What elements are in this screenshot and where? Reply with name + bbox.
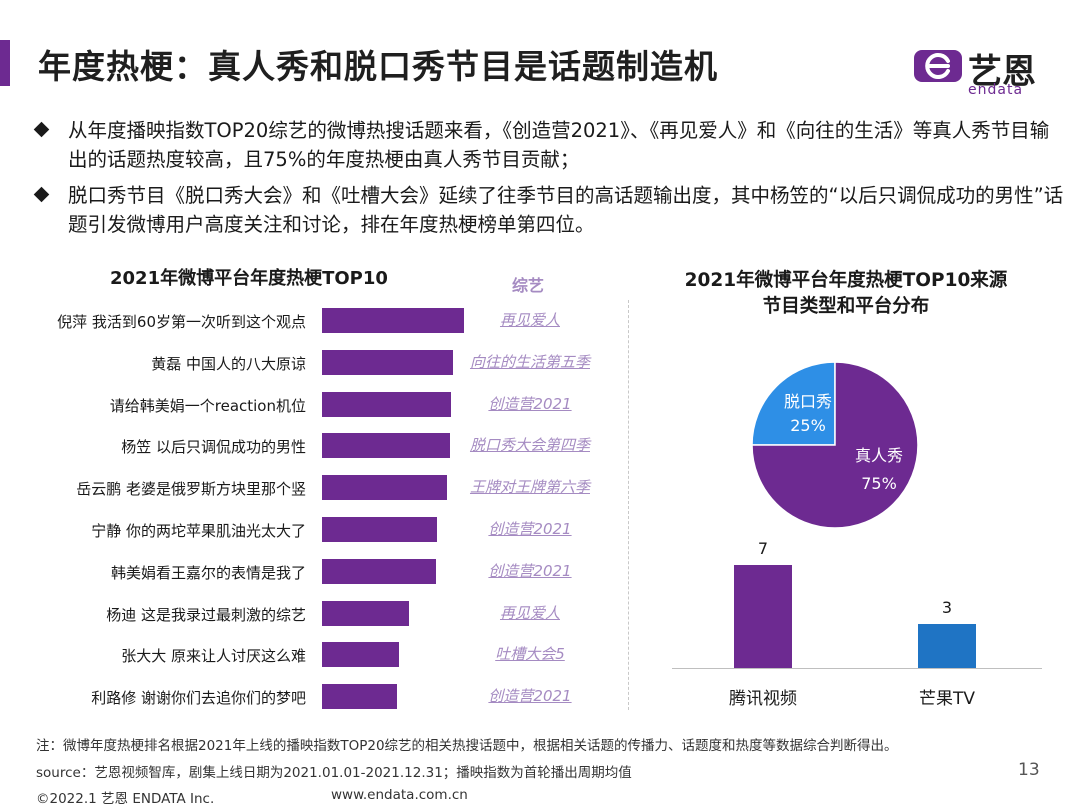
bar — [322, 433, 450, 459]
pie-slice — [751, 361, 836, 446]
show-link[interactable]: 创造营2021 — [488, 687, 572, 706]
diamond-bullet-icon — [33, 121, 50, 138]
show-link[interactable]: 再见爱人 — [499, 311, 560, 329]
title-accent-bar — [0, 40, 10, 86]
bar-label: 黄磊 中国人的八大原谅 — [151, 354, 306, 373]
show-column-header: 综艺 — [512, 276, 545, 295]
footnote: 注：微博年度热梗排名根据2021年上线的播映指数TOP20综艺的相关热搜话题中，… — [36, 738, 898, 754]
page-title: 年度热梗：真人秀和脱口秀节目是话题制造机 — [38, 47, 718, 86]
show-link[interactable]: 王牌对王牌第六季 — [469, 478, 590, 497]
bullet-text: 脱口秀节目《脱口秀大会》和《吐槽大会》延续了往季节目的高话题输出度，其中杨笠的“… — [68, 184, 1064, 236]
pie-label-talkshow: 脱口秀 25% — [780, 388, 836, 435]
show-link[interactable]: 创造营2021 — [488, 394, 572, 413]
pie-chart — [751, 361, 919, 529]
right-chart-title: 2021年微博平台年度热梗TOP10来源 节目类型和平台分布 — [660, 268, 1032, 320]
pie-label-realityshow: 真人秀 75% — [848, 442, 910, 493]
bar-label: 杨笠 以后只调侃成功的男性 — [121, 438, 306, 457]
right-chart-title-line-1: 2021年微博平台年度热梗TOP10来源 — [684, 270, 1008, 291]
bar — [322, 475, 447, 501]
bar — [322, 684, 398, 710]
pie-label-name: 脱口秀 — [783, 392, 832, 411]
show-link[interactable]: 再见爱人 — [499, 603, 560, 622]
bar-label: 宁静 你的两坨苹果肌油光太大了 — [91, 522, 306, 540]
bar-label: 岳云鹏 老婆是俄罗斯方块里那个竖 — [76, 480, 306, 499]
bar-label: 利路修 谢谢你们去追你们的梦吧 — [91, 689, 306, 708]
website-url: www.endata.com.cn — [331, 787, 468, 803]
show-link[interactable]: 向往的生活第五季 — [469, 352, 590, 371]
source-note: source：艺恩视频智库，剧集上线日期为2021.01.01-2021.12.… — [36, 765, 632, 781]
x-axis-line — [672, 668, 1042, 669]
platform-bar — [734, 565, 792, 668]
right-chart-title-line-2: 节目类型和平台分布 — [762, 296, 930, 317]
pie-slice — [751, 361, 919, 529]
bar — [322, 600, 409, 626]
show-link[interactable]: 创造营2021 — [488, 561, 572, 580]
endata-logo: 艺恩 endata — [914, 44, 1044, 98]
bar-value-label: 7 — [757, 539, 769, 558]
pie-label-value: 75% — [861, 474, 897, 493]
page-number: 13 — [1018, 760, 1040, 780]
bar-label: 韩美娟看王嘉尔的表情是我了 — [110, 563, 306, 582]
left-chart-title: 2021年微博平台年度热梗TOP10 — [110, 268, 388, 289]
bar-label: 倪萍 我活到60岁第一次听到这个观点 — [57, 313, 306, 331]
chart-divider — [628, 300, 629, 710]
bar — [322, 517, 438, 542]
platform-bar — [918, 623, 976, 668]
category-label: 芒果TV — [918, 689, 975, 709]
bar — [322, 349, 453, 375]
logo-text-en: endata — [968, 82, 1024, 98]
endata-logo-icon — [914, 50, 962, 82]
bar — [322, 308, 464, 333]
bar-label: 请给韩美娟一个reaction机位 — [109, 396, 306, 415]
copyright: ©2022.1 艺恩 ENDATA Inc. — [36, 791, 215, 807]
pie-label-name: 真人秀 — [854, 446, 903, 465]
bar — [322, 642, 399, 668]
pie-label-value: 25% — [790, 416, 826, 435]
category-label: 腾讯视频 — [729, 689, 797, 709]
bar-label: 张大大 原来让人讨厌这么难 — [121, 647, 306, 666]
bar — [322, 391, 452, 417]
bar-label: 杨迪 这是我录过最刺激的综艺 — [106, 605, 306, 624]
bar-value-label: 3 — [941, 597, 953, 617]
logo-text-cn: 艺恩 — [968, 52, 1036, 92]
show-link[interactable]: 创造营2021 — [488, 520, 572, 538]
show-link[interactable]: 脱口秀大会第四季 — [469, 436, 590, 455]
diamond-bullet-icon — [33, 186, 50, 203]
bullet-text: 从年度播映指数TOP20综艺的微博热搜话题来看，《创造营2021》、《再见爱人》… — [68, 119, 1050, 171]
show-link[interactable]: 吐槽大会5 — [495, 645, 565, 664]
bar — [322, 558, 436, 584]
